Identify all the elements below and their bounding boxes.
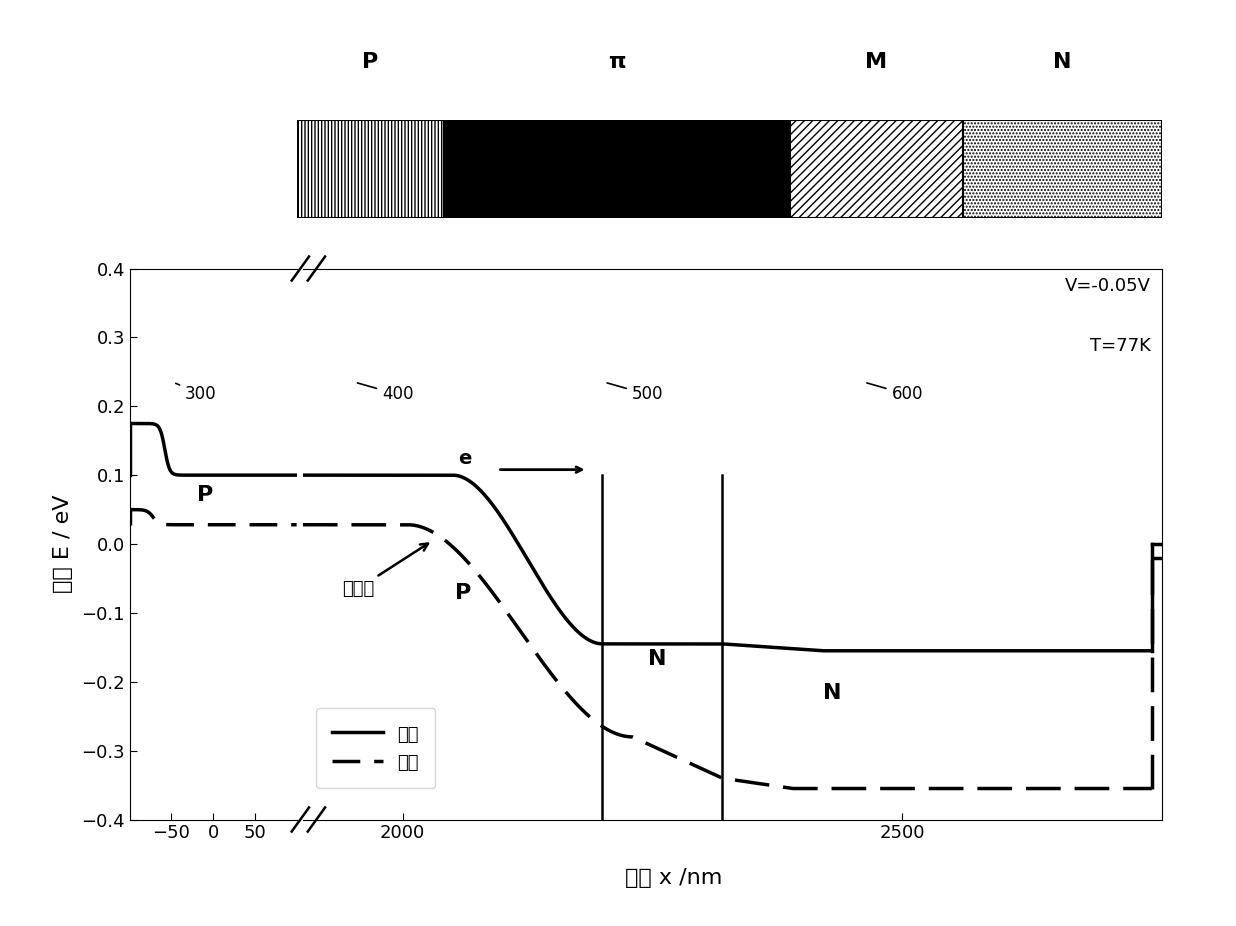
Text: T=77K: T=77K [1090,337,1151,356]
Text: N: N [648,648,666,669]
Text: P: P [197,485,213,506]
Text: 位置 x /nm: 位置 x /nm [625,869,722,888]
Text: N: N [1053,52,1072,71]
Text: 500: 500 [607,383,664,404]
Bar [790,120,963,218]
Bar [963,120,1162,218]
Bar [444,120,790,218]
Text: 300: 300 [176,383,216,404]
Text: P: P [362,52,378,71]
Text: π: π [608,52,625,71]
Y-axis label: 能带 E / eV: 能带 E / eV [53,494,73,594]
Text: 600: 600 [866,383,923,404]
Text: 400: 400 [357,383,414,404]
Text: M: M [865,52,887,71]
Text: 积累层: 积累层 [341,544,428,598]
Legend: 导带, 价带: 导带, 价带 [316,708,435,788]
Text: N: N [823,683,842,703]
Text: V=-0.05V: V=-0.05V [1064,277,1151,294]
Bar [297,120,444,218]
Text: e: e [457,449,471,469]
Text: P: P [455,583,471,603]
